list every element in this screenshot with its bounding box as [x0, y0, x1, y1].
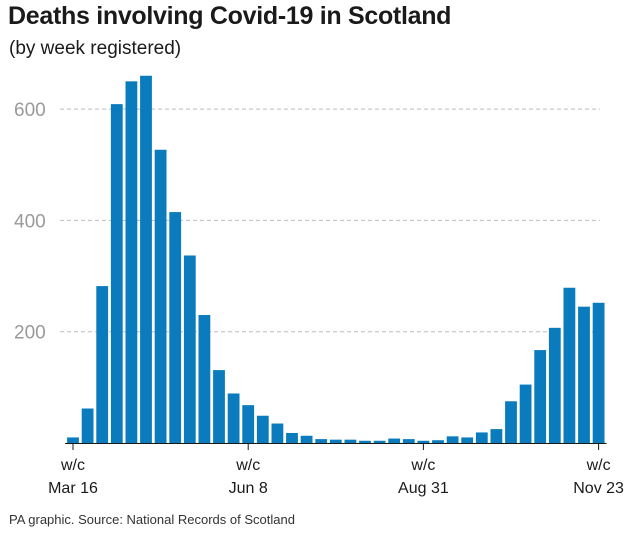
chart-title: Deaths involving Covid-19 in Scotland	[8, 2, 452, 30]
bar	[417, 440, 430, 443]
bar	[242, 405, 255, 443]
bar	[344, 439, 357, 443]
bar-chart: 200 400 600 w/c Mar 16 w/c Jun 8 w/c Aug 31 w/c N…	[14, 75, 624, 497]
bar	[490, 429, 503, 443]
bar	[534, 350, 547, 443]
x-axis-ticks: w/c Mar 16 w/c Jun 8 w/c Aug 31 w/c Nov 23	[48, 443, 624, 497]
y-tick-label: 400	[14, 211, 46, 232]
bar	[505, 401, 517, 443]
x-tick-label: w/c	[586, 457, 611, 474]
bar	[198, 315, 211, 443]
x-tick-label: w/c	[60, 457, 85, 474]
bar	[140, 75, 152, 443]
bar	[81, 408, 94, 443]
bar	[315, 439, 328, 443]
bar	[67, 437, 79, 443]
bar	[359, 440, 371, 443]
bar	[592, 302, 605, 443]
x-tick-label: Aug 31	[398, 480, 449, 497]
bar	[578, 306, 590, 443]
bar	[286, 432, 298, 443]
x-tick-label: Mar 16	[48, 480, 98, 497]
bar	[548, 327, 561, 443]
chart-subtitle: (by week registered)	[9, 38, 182, 59]
bar	[388, 438, 401, 443]
bar	[96, 286, 109, 443]
y-tick-label: 600	[14, 100, 46, 121]
bar	[300, 435, 313, 443]
bar	[461, 437, 474, 443]
x-tick-label: w/c	[410, 457, 435, 474]
gridlines	[60, 108, 600, 333]
bars	[65, 75, 607, 444]
bar	[256, 415, 269, 443]
bar	[271, 423, 284, 443]
bar	[402, 439, 415, 443]
bar	[110, 104, 123, 443]
y-tick-label: 200	[14, 323, 46, 344]
y-axis-ticks: 200 400 600	[14, 100, 46, 344]
bar	[329, 439, 342, 443]
x-tick-label: w/c	[235, 457, 260, 474]
bar	[475, 432, 488, 443]
x-tick-label: Jun 8	[229, 480, 268, 497]
x-tick-label: Nov 23	[573, 480, 624, 497]
bar	[169, 212, 182, 443]
source-note: PA graphic. Source: National Records of …	[9, 512, 295, 527]
bar	[227, 393, 240, 443]
bar	[125, 81, 138, 444]
bar	[446, 436, 459, 443]
bar	[519, 384, 532, 443]
bar	[432, 440, 444, 443]
bar	[563, 287, 576, 443]
bar	[154, 149, 167, 443]
bar	[183, 255, 196, 443]
bar	[213, 370, 225, 443]
bar	[373, 440, 386, 443]
